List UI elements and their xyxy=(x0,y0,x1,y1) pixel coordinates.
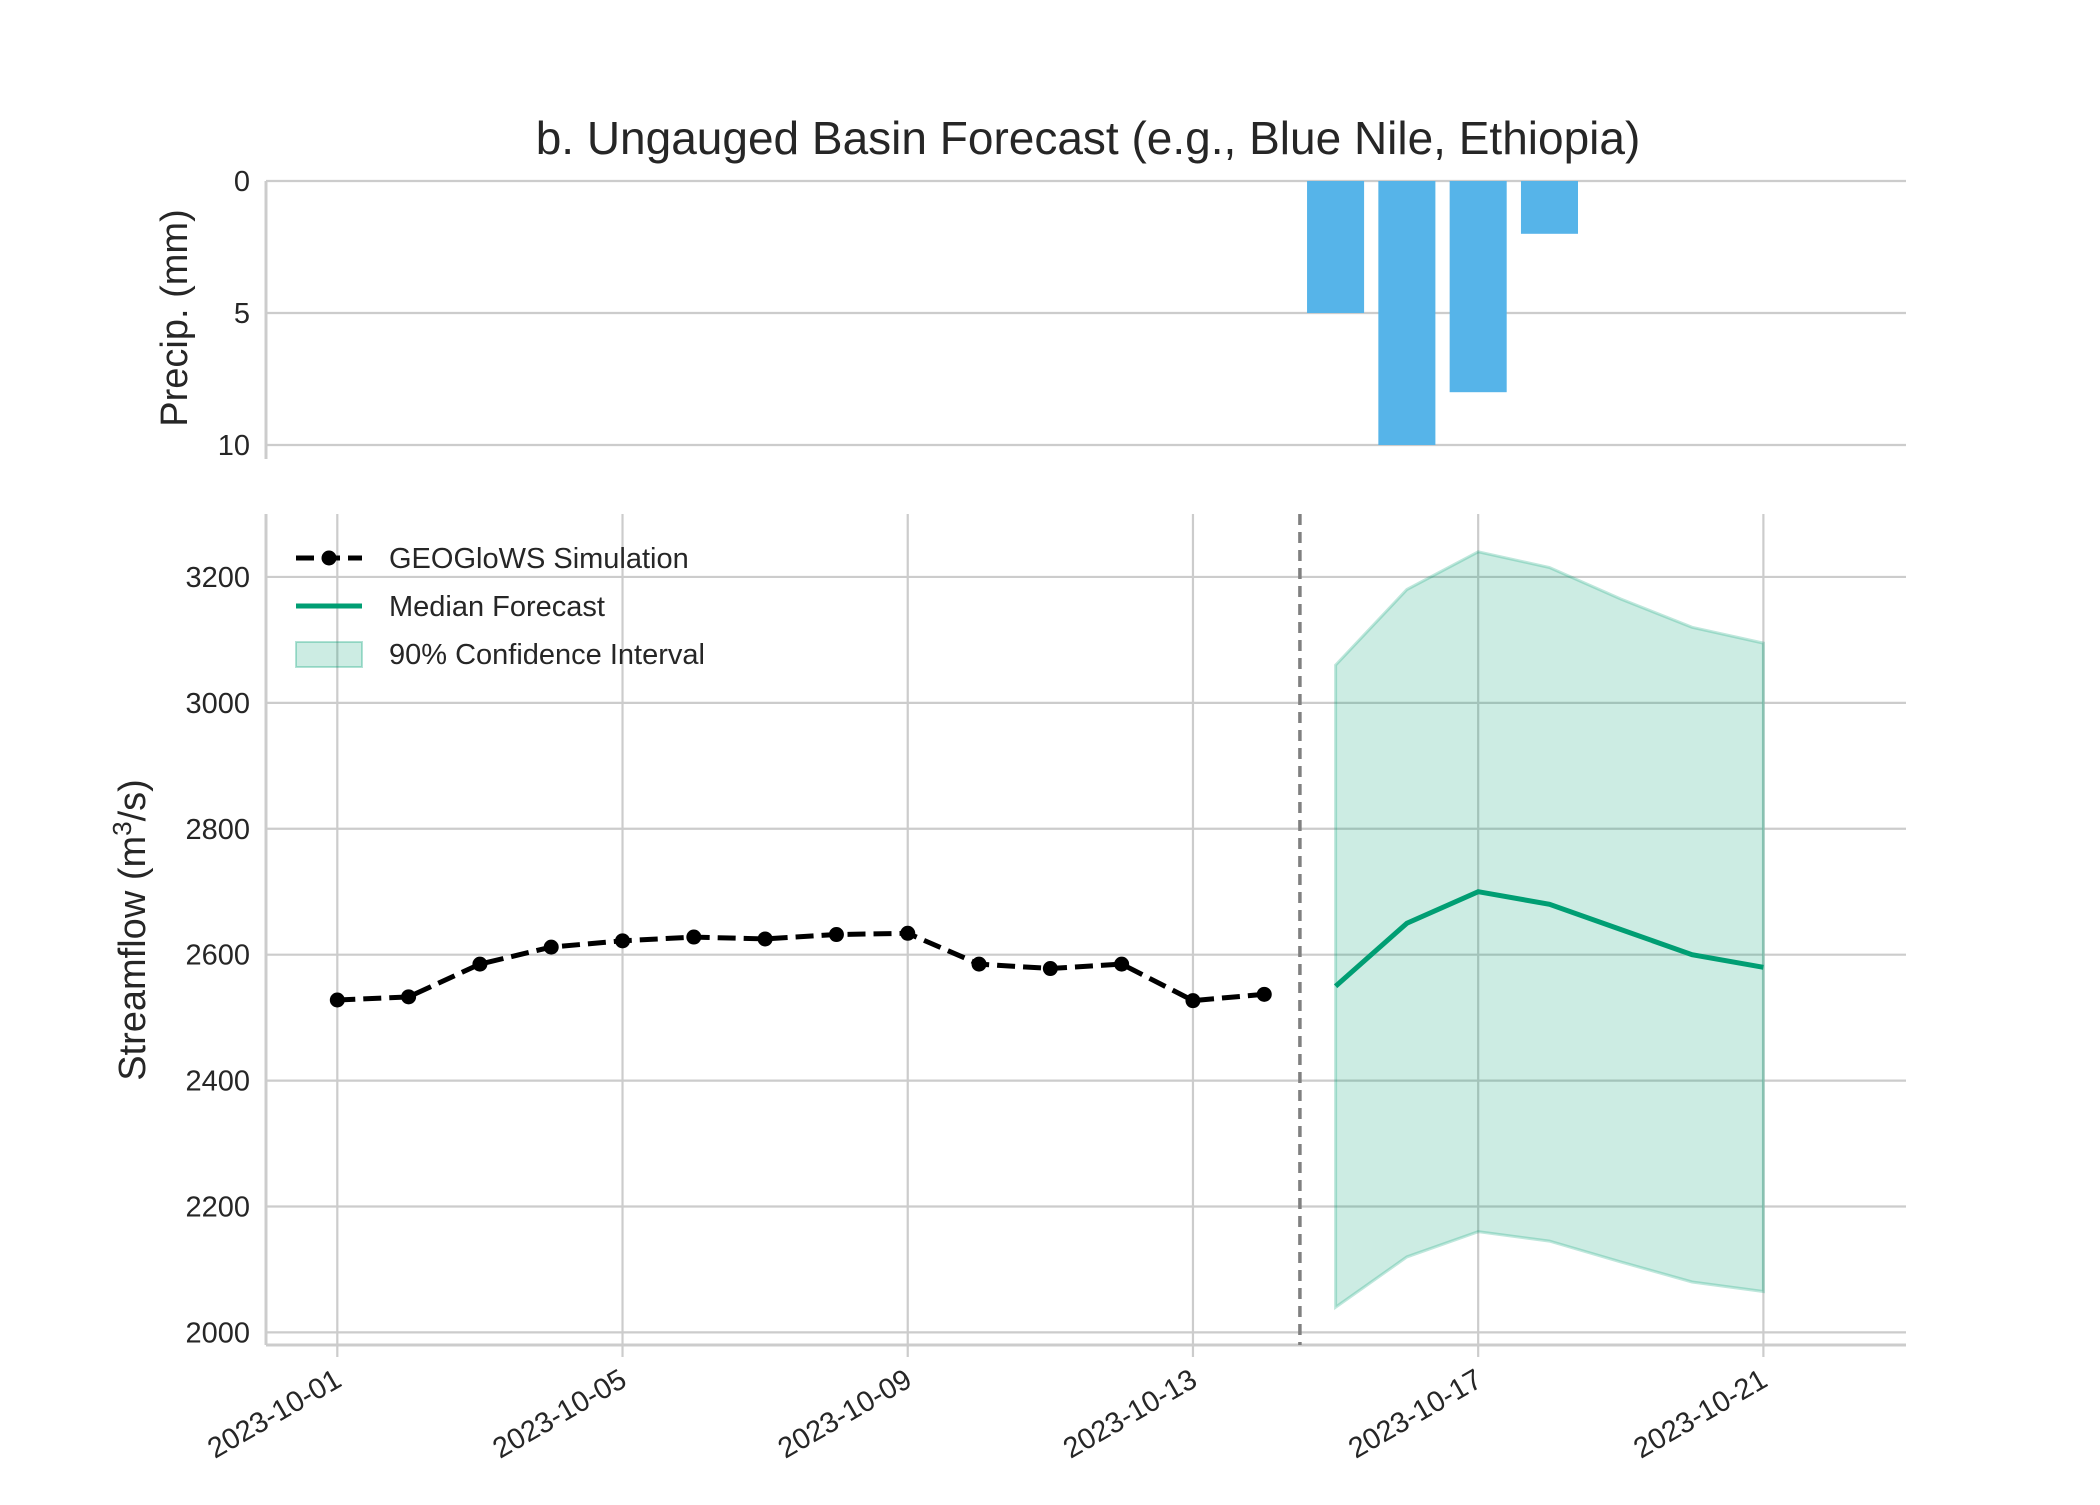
precip-ytick-label: 10 xyxy=(218,430,250,462)
precip-bar xyxy=(1520,181,1578,234)
simulation-point xyxy=(615,933,631,949)
simulation-point xyxy=(1256,986,1272,1002)
streamflow-axis-label-superscript: 3 xyxy=(107,821,137,835)
simulation-line xyxy=(337,930,1265,1004)
flow-ytick-label: 2000 xyxy=(185,1317,250,1349)
xtick-label: 2023-10-01 xyxy=(202,1363,346,1465)
flow-ytick-label: 2800 xyxy=(185,814,250,846)
flow-ytick-label: 3200 xyxy=(185,562,250,594)
streamflow-axis-label: Streamflow (m3/s) xyxy=(107,779,154,1081)
simulation-point xyxy=(900,925,916,941)
precip-panel: 0 5 10 xyxy=(218,166,1906,462)
legend-swatch-interval xyxy=(295,641,363,668)
legend-label-interval: 90% Confidence Interval xyxy=(389,639,705,671)
legend-marker-simulation xyxy=(321,550,337,566)
precip-bar xyxy=(1307,181,1365,313)
simulation-point xyxy=(329,992,345,1008)
simulation-point xyxy=(828,927,844,943)
xtick-label: 2023-10-17 xyxy=(1343,1363,1487,1465)
precip-axis-label: Precip. (mm) xyxy=(154,209,196,426)
simulation-point xyxy=(686,929,702,945)
precip-ytick-label: 0 xyxy=(234,166,250,198)
simulation-point xyxy=(1042,961,1058,977)
xtick-label: 2023-10-09 xyxy=(773,1363,917,1465)
simulation-point xyxy=(757,931,773,947)
median-forecast-line xyxy=(1333,889,1764,989)
chart-title: b. Ungauged Basin Forecast (e.g., Blue N… xyxy=(536,112,1641,164)
simulation-point xyxy=(543,939,559,955)
precip-bar xyxy=(1449,181,1507,393)
legend-label-simulation: GEOGloWS Simulation xyxy=(389,543,689,575)
xtick-label: 2023-10-21 xyxy=(1628,1363,1772,1465)
streamflow-panel: 2000 2200 2400 2600 2800 3000 3200 2023-10-01 20… xyxy=(185,514,1906,1465)
simulation-point xyxy=(401,989,417,1005)
confidence-interval-band xyxy=(1334,550,1765,1311)
xtick-label: 2023-10-05 xyxy=(488,1363,632,1465)
simulation-point xyxy=(1185,993,1201,1009)
streamflow-axis-label-main: Streamflow (m xyxy=(112,836,154,1081)
legend-label-forecast: Median Forecast xyxy=(389,591,605,623)
simulation-point xyxy=(472,956,488,972)
xtick-label: 2023-10-13 xyxy=(1058,1363,1202,1465)
precip-ytick-label: 5 xyxy=(234,298,250,330)
legend: GEOGloWS Simulation Median Forecast 90% Co… xyxy=(295,543,705,671)
flow-ytick-label: 3000 xyxy=(185,688,250,720)
simulation-point xyxy=(1114,956,1130,972)
precip-bar xyxy=(1378,181,1436,445)
simulation-point xyxy=(971,956,987,972)
streamflow-axis-label-tail: /s) xyxy=(112,779,154,821)
flow-ytick-label: 2400 xyxy=(185,1066,250,1098)
flow-ytick-label: 2600 xyxy=(185,940,250,972)
flow-ytick-label: 2200 xyxy=(185,1192,250,1224)
